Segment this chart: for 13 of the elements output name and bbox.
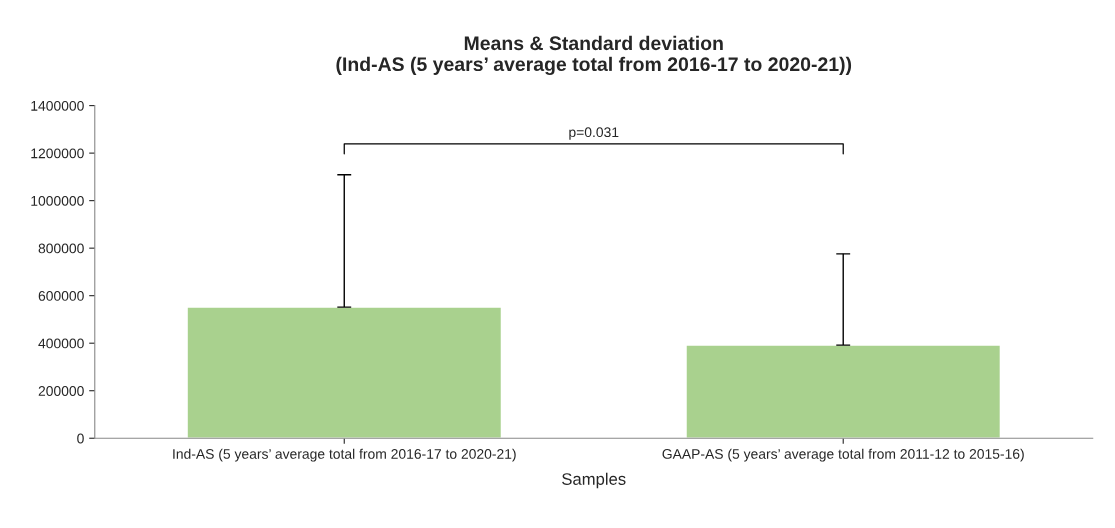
y-tick-label: 1400000 — [31, 100, 84, 111]
y-tick-label: 1200000 — [31, 148, 84, 159]
y-tick-label: 600000 — [38, 291, 84, 301]
chart-title: Means & Standard deviation (Ind-AS (5 years’ average total from 2016-17 to 2020-21)) — [336, 35, 852, 75]
x-tick-label: Ind-AS (5 years’ average total from 2016-17 to 2020-21) — [173, 448, 516, 462]
y-tick-label: 1000000 — [31, 195, 84, 206]
x-tick-label: GAAP-AS (5 years’ average total from 2011-12 to 2015-16) — [662, 448, 1024, 462]
annotation: p=0.031 — [569, 127, 619, 140]
y-tick-label: 200000 — [38, 386, 84, 396]
y-tick-label: 400000 — [38, 338, 84, 349]
y-tick-label: 0 — [77, 433, 84, 444]
x-axis-title: Samples — [562, 472, 626, 489]
y-tick-label: 800000 — [38, 243, 84, 254]
